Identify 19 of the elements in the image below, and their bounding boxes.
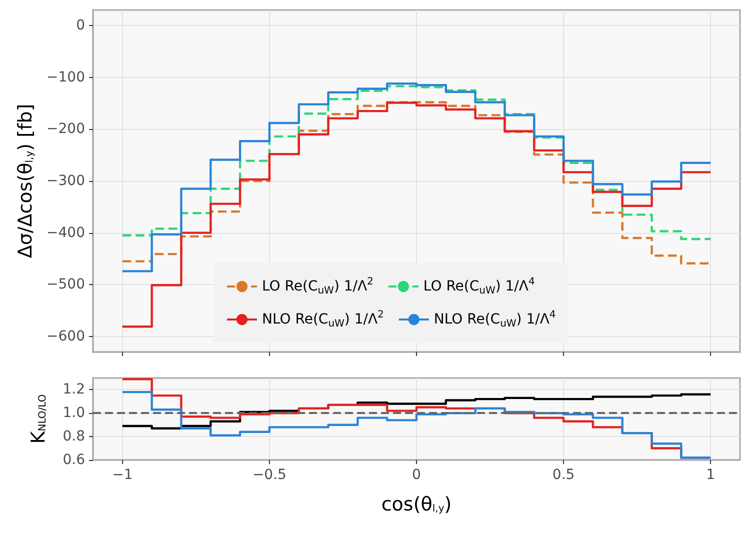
y-axis-title: KNLO/LO bbox=[28, 394, 50, 444]
x-tick-label: 0 bbox=[412, 467, 421, 483]
x-axis-title: cos(θl,y) bbox=[381, 494, 452, 516]
y-axis-title: Δσ/Δcos(θl,y) [fb] bbox=[14, 104, 36, 258]
y-tick-label: −300 bbox=[46, 173, 85, 189]
y-tick-label: 0.8 bbox=[62, 428, 85, 445]
y-tick-label: −100 bbox=[46, 69, 85, 86]
y-tick-label: 0 bbox=[76, 18, 85, 34]
y-tick-label: 0.6 bbox=[62, 452, 86, 468]
y-tick-label: 1.2 bbox=[62, 382, 85, 398]
y-tick-label: −500 bbox=[46, 276, 85, 293]
y-tick-label: −200 bbox=[46, 121, 85, 138]
x-tick-label: 0.5 bbox=[552, 467, 575, 483]
x-tick-label: 1 bbox=[706, 467, 716, 483]
y-tick-label: −400 bbox=[46, 224, 85, 241]
x-tick-label: −0.5 bbox=[252, 467, 286, 483]
y-tick-label: 1.0 bbox=[62, 405, 85, 422]
x-tick-label: −1 bbox=[112, 467, 133, 483]
y-tick-label: −600 bbox=[46, 328, 85, 344]
